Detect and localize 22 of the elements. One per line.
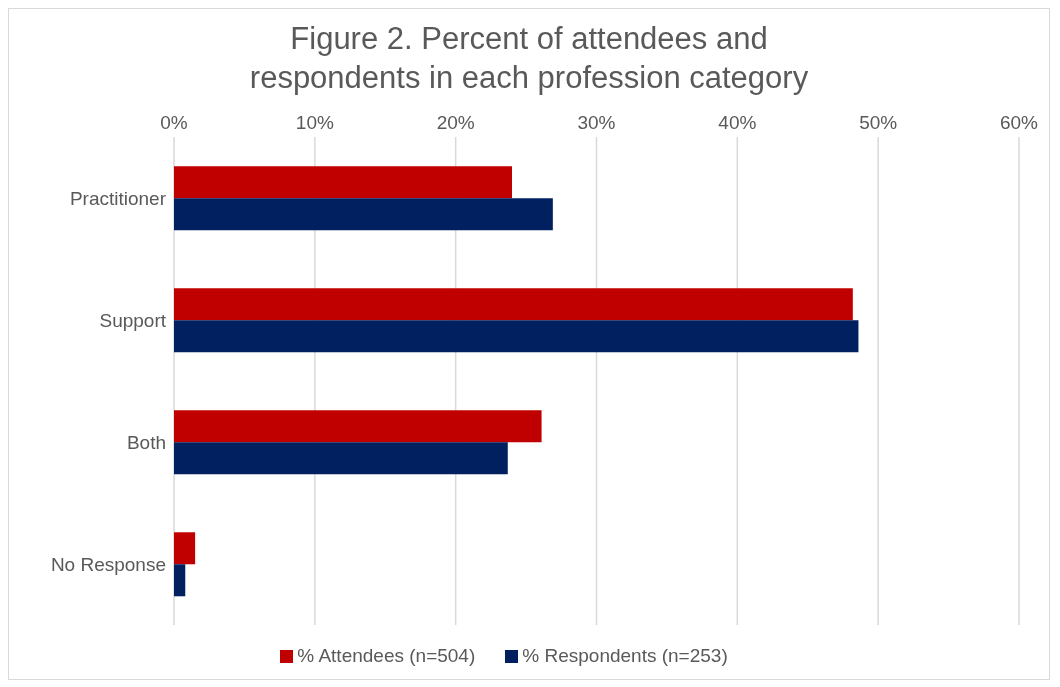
chart-title: Figure 2. Percent of attendees and respondents in each profession category <box>248 20 810 97</box>
x-tick-label: 60% <box>999 112 1039 133</box>
bar <box>174 442 508 475</box>
legend-label: % Attendees (n=504) <box>297 645 476 666</box>
y-tick-label: Practitioner <box>69 187 167 209</box>
bar <box>174 564 186 597</box>
x-tick-label: 20% <box>436 112 475 133</box>
y-tick-label: Support <box>99 309 167 331</box>
bar <box>174 320 859 353</box>
y-tick-label: No Response <box>50 553 166 575</box>
bar <box>174 288 853 321</box>
x-tick-label: 40% <box>718 112 757 133</box>
legend-label: % Respondents (n=253) <box>522 645 728 666</box>
x-tick-label: 50% <box>859 112 898 133</box>
x-tick-label: 0% <box>160 112 188 133</box>
bar <box>174 410 542 443</box>
x-tick-label: 10% <box>295 112 334 133</box>
bar <box>174 532 196 565</box>
bar <box>174 198 553 231</box>
bar <box>174 166 512 199</box>
y-tick-label: Both <box>126 431 166 453</box>
x-tick-label: 30% <box>577 112 616 133</box>
